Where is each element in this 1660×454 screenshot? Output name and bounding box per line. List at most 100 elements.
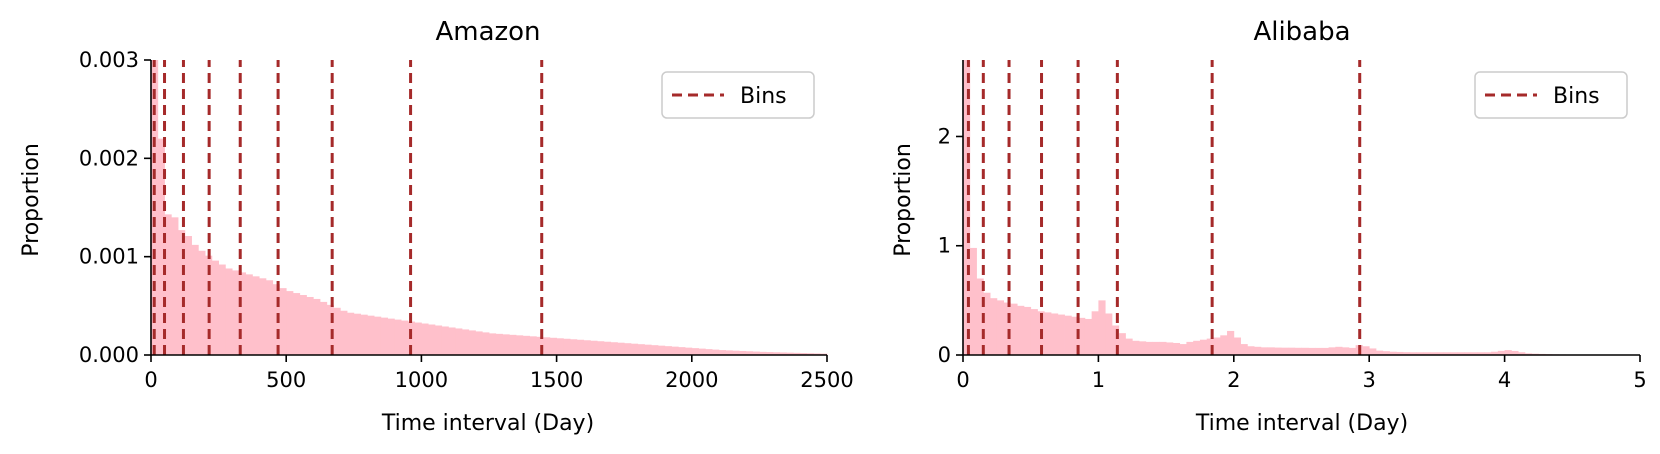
amazon-x-tick-label: 1500 bbox=[530, 368, 583, 392]
alibaba-histogram-bar bbox=[1342, 347, 1350, 355]
amazon-histogram-bar bbox=[394, 319, 402, 355]
alibaba-histogram-bar bbox=[1240, 344, 1248, 355]
alibaba-histogram-bar bbox=[969, 247, 977, 355]
alibaba-histogram-bar bbox=[1111, 325, 1120, 355]
amazon-histogram-bar bbox=[157, 138, 165, 355]
amazon-legend-box bbox=[661, 71, 815, 119]
alibaba-x-tick-label: 2 bbox=[1227, 368, 1240, 392]
amazon-histogram-bar bbox=[211, 260, 219, 355]
amazon-histogram-bar bbox=[630, 343, 639, 355]
amazon-histogram-bar bbox=[718, 350, 726, 355]
amazon-histogram-bar bbox=[651, 345, 659, 355]
amazon-histogram-bar bbox=[184, 236, 192, 355]
amazon-histogram-bar bbox=[522, 335, 530, 355]
alibaba-histogram-bar bbox=[1294, 347, 1302, 355]
amazon-histogram-bar bbox=[685, 347, 693, 356]
alibaba-histogram-bar bbox=[1084, 318, 1093, 355]
alibaba-histogram-bar bbox=[1518, 352, 1526, 355]
alibaba-histogram-bar bbox=[1078, 317, 1086, 355]
alibaba-histogram-bar bbox=[1051, 313, 1059, 355]
alibaba-histogram-bar bbox=[1044, 312, 1052, 355]
alibaba-histogram-bar bbox=[1524, 353, 1533, 355]
amazon-histogram-bar bbox=[218, 264, 226, 355]
alibaba-histogram-bar bbox=[990, 298, 998, 355]
alibaba-y-tick-label: 2 bbox=[938, 124, 951, 148]
amazon-histogram-bar bbox=[502, 334, 510, 355]
amazon-histogram-bar bbox=[367, 315, 375, 355]
alibaba-histogram-bar bbox=[1186, 341, 1194, 355]
amazon-histogram-bar bbox=[482, 332, 490, 355]
amazon-histogram-bar bbox=[320, 301, 328, 355]
amazon-histogram-bar bbox=[475, 331, 483, 355]
amazon-histogram-bar bbox=[698, 348, 706, 355]
amazon-histogram-bar bbox=[712, 349, 720, 355]
alibaba-xlabel: Time interval (Day) bbox=[1195, 411, 1408, 436]
amazon-histogram-bar bbox=[516, 335, 524, 355]
amazon-histogram-bar bbox=[590, 340, 598, 355]
amazon-histogram-bar bbox=[380, 317, 388, 355]
amazon-histogram-bar bbox=[576, 339, 585, 355]
alibaba-histogram-bar bbox=[1254, 346, 1262, 355]
amazon-histogram-bar bbox=[245, 274, 253, 355]
amazon-histogram-bar bbox=[624, 343, 632, 355]
amazon-histogram-bar bbox=[252, 276, 260, 355]
alibaba-histogram-bar bbox=[1199, 339, 1208, 355]
amazon-histogram-bar bbox=[279, 288, 287, 355]
amazon-histogram-bar bbox=[603, 341, 612, 355]
alibaba-histogram-bar bbox=[1369, 348, 1377, 355]
alibaba-y-tick-label: 1 bbox=[938, 234, 951, 258]
alibaba-histogram-bar bbox=[1321, 347, 1329, 355]
amazon-histogram-bar bbox=[793, 352, 801, 355]
alibaba-histogram-bar bbox=[1227, 330, 1235, 355]
alibaba-histogram-bar bbox=[1010, 303, 1018, 355]
amazon-histogram-bar bbox=[705, 349, 713, 355]
alibaba-histogram-bar bbox=[1023, 306, 1032, 355]
alibaba-histogram-bar bbox=[1003, 302, 1011, 355]
alibaba-histogram-bar bbox=[1430, 352, 1438, 355]
alibaba-panel: Alibaba Time interval (Day) Proportion 0… bbox=[891, 17, 1647, 436]
amazon-x-tick-label: 2500 bbox=[800, 368, 853, 392]
amazon-histogram-bar bbox=[732, 350, 740, 355]
amazon-histogram-bar bbox=[739, 350, 747, 355]
alibaba-histogram-bar bbox=[1328, 347, 1336, 355]
amazon-x-tick-label: 1000 bbox=[395, 368, 448, 392]
alibaba-histogram-bar bbox=[1179, 344, 1187, 355]
alibaba-histogram-bar bbox=[1159, 341, 1167, 355]
amazon-histogram-bar bbox=[441, 326, 449, 355]
amazon-histogram-bar bbox=[313, 298, 321, 355]
amazon-histogram-bar bbox=[543, 337, 551, 355]
alibaba-histogram-bar bbox=[1071, 316, 1079, 355]
amazon-histogram-bar bbox=[232, 270, 240, 355]
alibaba-histogram-bar bbox=[1281, 347, 1289, 355]
alibaba-histogram-bar bbox=[1396, 351, 1404, 355]
amazon-histogram-bar bbox=[658, 345, 666, 355]
alibaba-histogram-bar bbox=[1193, 340, 1201, 355]
amazon-histogram-bar bbox=[259, 278, 267, 355]
alibaba-histogram-bar bbox=[1132, 340, 1140, 355]
amazon-histogram-bar bbox=[597, 341, 605, 355]
alibaba-histogram-bar bbox=[1450, 352, 1458, 355]
amazon-x-tick-label: 2000 bbox=[665, 368, 718, 392]
amazon-histogram-bar bbox=[509, 334, 517, 355]
alibaba-histogram-bar bbox=[963, 60, 971, 355]
alibaba-histogram-bar bbox=[1403, 352, 1411, 355]
amazon-histogram-bar bbox=[495, 333, 503, 355]
amazon-histogram-bar bbox=[353, 313, 361, 355]
amazon-histogram-bar bbox=[360, 314, 368, 355]
amazon-histogram-bar bbox=[428, 324, 436, 355]
alibaba-histogram-bar bbox=[1436, 352, 1445, 355]
alibaba-histogram-bar bbox=[1504, 350, 1512, 355]
amazon-histogram-bar bbox=[570, 339, 578, 355]
amazon-histogram-bar bbox=[164, 214, 172, 355]
amazon-y-tick-label: 0.002 bbox=[79, 146, 139, 170]
alibaba-histogram-bar bbox=[1030, 309, 1038, 355]
amazon-legend: Bins bbox=[661, 71, 815, 119]
amazon-histogram-bar bbox=[556, 338, 564, 355]
amazon-histogram-bar bbox=[799, 353, 808, 355]
alibaba-histogram-bar bbox=[1017, 305, 1025, 355]
alibaba-histogram-bar bbox=[1267, 347, 1275, 355]
amazon-histogram-bar bbox=[644, 344, 652, 355]
alibaba-histogram-bar bbox=[1105, 313, 1113, 355]
amazon-histogram-bar bbox=[806, 353, 814, 355]
amazon-histogram-bar bbox=[191, 244, 199, 355]
